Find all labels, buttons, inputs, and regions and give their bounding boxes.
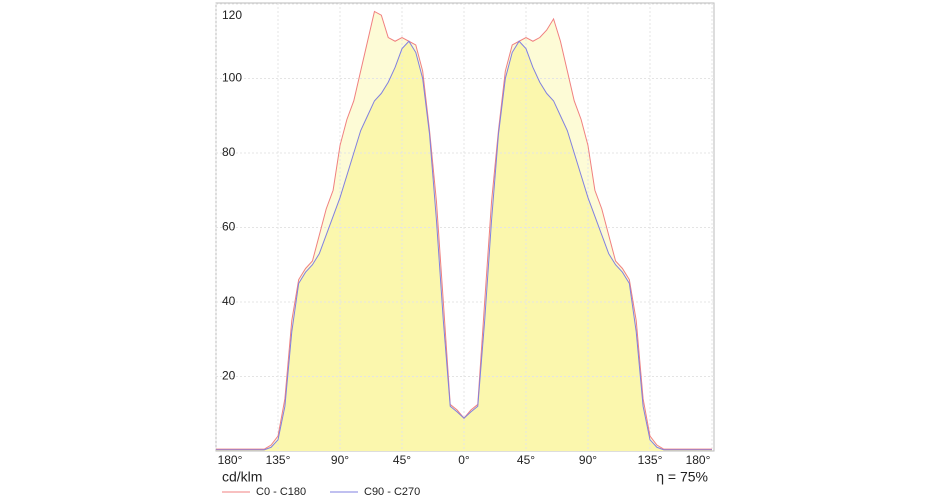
x-tick-label: 180°	[218, 453, 243, 467]
x-tick-label: 45°	[393, 453, 411, 467]
y-unit: cd/klm	[222, 469, 262, 485]
x-tick-label: 90°	[331, 453, 349, 467]
efficiency: η = 75%	[656, 469, 708, 485]
y-tick-label: 40	[222, 294, 236, 308]
x-tick-label: 135°	[266, 453, 291, 467]
x-tick-label: 180°	[686, 453, 711, 467]
line	[216, 40, 712, 451]
y-tick-label: 100	[222, 71, 242, 85]
y-tick-label: 60	[222, 220, 236, 234]
x-tick-label: 90°	[579, 453, 597, 467]
y-tick-label: 20	[222, 369, 236, 383]
y-tick-label: 120	[222, 8, 242, 22]
legend-label: C90 - C270	[364, 486, 420, 498]
x-tick-label: 135°	[638, 453, 663, 467]
x-tick-label: 45°	[517, 453, 535, 467]
y-tick-label: 80	[222, 145, 236, 159]
legend-label: C0 - C180	[256, 486, 306, 498]
x-tick-label: 0°	[458, 453, 470, 467]
